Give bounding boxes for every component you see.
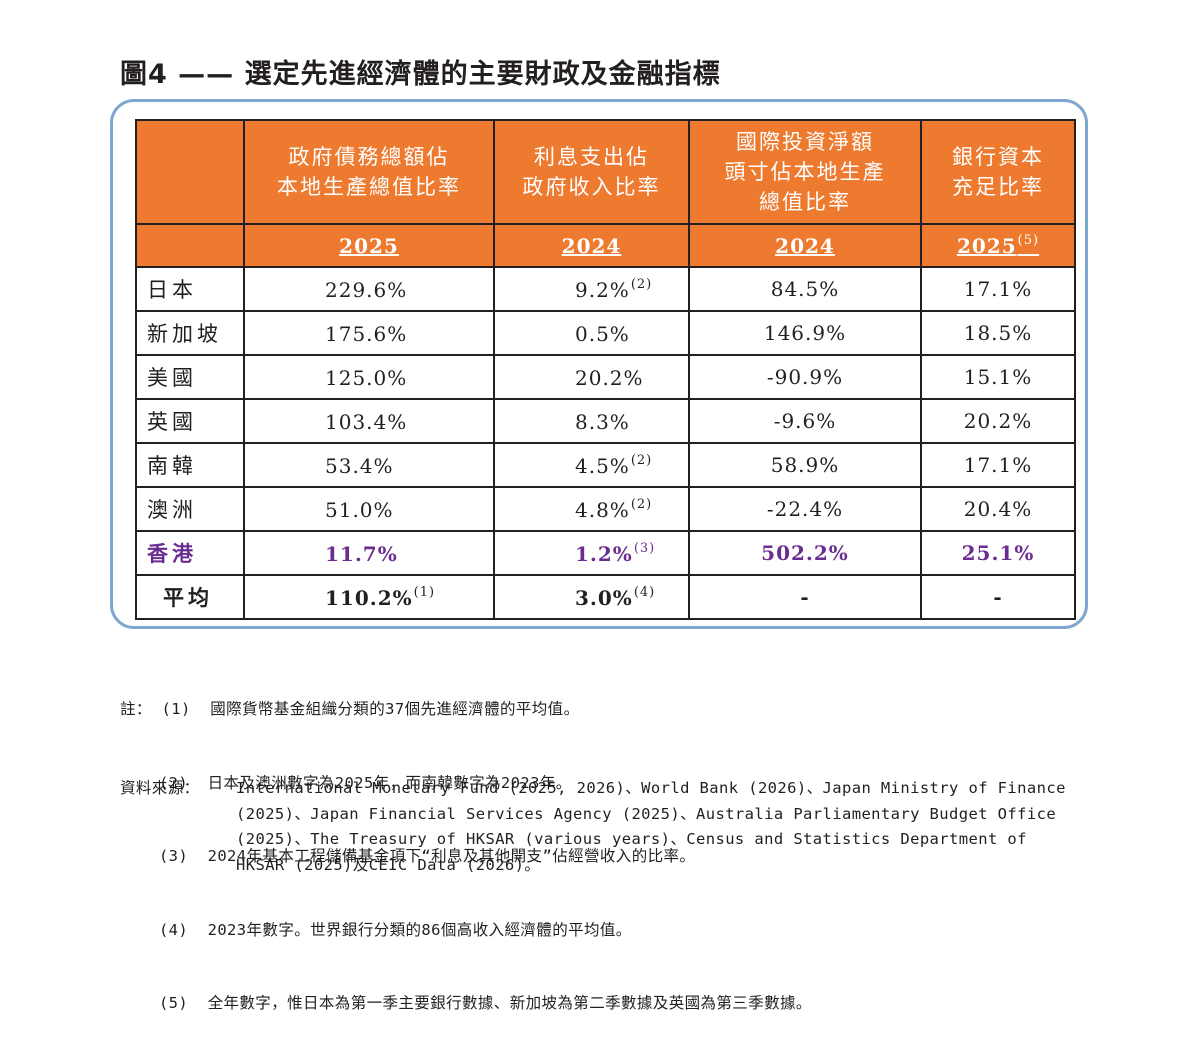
country-cell: 南韓 xyxy=(135,442,245,488)
value-cell: 110.2%(1) xyxy=(243,574,495,620)
value-cell: 502.2% xyxy=(688,530,922,576)
value-cell: 15.1% xyxy=(920,354,1076,400)
value-cell: -9.6% xyxy=(688,398,922,444)
header-col: 銀行資本 充足比率 xyxy=(920,119,1076,225)
value-cell: 20.2% xyxy=(920,398,1076,444)
footnote-ref: (2) xyxy=(630,276,653,292)
footnote-ref: (5) xyxy=(1017,233,1040,248)
year-cell: 2025(5) xyxy=(920,223,1076,268)
value-cell: 1.2%(3) xyxy=(493,530,690,576)
value-cell: 53.4% xyxy=(243,442,495,488)
country-cell: 英國 xyxy=(135,398,245,444)
value-cell: 18.5% xyxy=(920,310,1076,356)
country-cell: 美國 xyxy=(135,354,245,400)
note-line: (3) 2024年基本工程儲備基金項下“利息及其他開支”佔經營收入的比率。 xyxy=(158,847,696,865)
country-cell: 澳洲 xyxy=(135,486,245,532)
source-text: International Monetary Fund (2025, 2026)… xyxy=(236,779,1066,874)
country-cell: 平均 xyxy=(135,574,245,620)
value-cell: 9.2%(2) xyxy=(493,266,690,312)
header-corner xyxy=(135,119,245,225)
value-cell: 17.1% xyxy=(920,266,1076,312)
value-cell: -90.9% xyxy=(688,354,922,400)
table-row: 香港 11.7% 1.2%(3) 502.2% 25.1% xyxy=(135,530,1076,576)
year-cell: 2024 xyxy=(493,223,690,268)
value-cell: 103.4% xyxy=(243,398,495,444)
value-cell: 146.9% xyxy=(688,310,922,356)
header-col: 國際投資淨額 頭寸佔本地生產 總值比率 xyxy=(688,119,922,225)
country-cell: 香港 xyxy=(135,530,245,576)
header-row: 政府債務總額佔 本地生產總值比率 利息支出佔 政府收入比率 國際投資淨額 頭寸佔本地生… xyxy=(135,119,1076,225)
value-cell: 84.5% xyxy=(688,266,922,312)
footnote-ref: (3) xyxy=(633,540,656,556)
value-cell: 175.6% xyxy=(243,310,495,356)
notes-label: 註： xyxy=(120,700,152,718)
page-title: 圖4 —— 選定先進經濟體的主要財政及金融指標 xyxy=(120,59,721,90)
footnote-ref: (1) xyxy=(413,584,436,600)
country-cell: 日本 xyxy=(135,266,245,312)
year-row: 2025 2024 2024 2025(5) xyxy=(135,223,1076,268)
header-col: 利息支出佔 政府收入比率 xyxy=(493,119,690,225)
header-col: 政府債務總額佔 本地生產總值比率 xyxy=(243,119,495,225)
note-line: (2) 日本及澳洲數字為2025年，而南韓數字為2023年。 xyxy=(158,773,572,792)
value-cell: 58.9% xyxy=(688,442,922,488)
value-cell: 51.0% xyxy=(243,486,495,532)
value-cell: 0.5% xyxy=(493,310,690,356)
value-cell: 4.5%(2) xyxy=(493,442,690,488)
table-row: 平均 110.2%(1) 3.0%(4) - - xyxy=(135,574,1076,620)
table-row: 南韓 53.4% 4.5%(2) 58.9% 17.1% xyxy=(135,442,1076,488)
value-cell: -22.4% xyxy=(688,486,922,532)
value-cell: 25.1% xyxy=(920,530,1076,576)
year-corner xyxy=(135,223,245,268)
table-row: 新加坡 175.6% 0.5% 146.9% 18.5% xyxy=(135,310,1076,356)
value-cell: - xyxy=(920,574,1076,620)
value-cell: 4.8%(2) xyxy=(493,486,690,532)
note-line: (5) 全年數字，惟日本為第一季主要銀行數據、新加坡為第二季數據及英國為第三季數… xyxy=(158,994,812,1012)
table-row: 美國 125.0% 20.2% -90.9% 15.1% xyxy=(135,354,1076,400)
value-cell: - xyxy=(688,574,922,620)
table-row: 澳洲 51.0% 4.8%(2) -22.4% 20.4% xyxy=(135,486,1076,532)
value-cell: 125.0% xyxy=(243,354,495,400)
value-cell: 3.0%(4) xyxy=(493,574,690,620)
value-cell: 229.6% xyxy=(243,266,495,312)
country-cell: 新加坡 xyxy=(135,310,245,356)
footnote-ref: (4) xyxy=(633,584,656,600)
note-line: 註： (1) 國際貨幣基金組織分類的37個先進經濟體的平均值。 xyxy=(120,700,580,718)
year-cell: 2024 xyxy=(688,223,922,268)
value-cell: 11.7% xyxy=(243,530,495,576)
value-cell: 20.4% xyxy=(920,486,1076,532)
table-row: 日本 229.6% 9.2%(2) 84.5% 17.1% xyxy=(135,266,1076,312)
table-frame xyxy=(110,99,1088,629)
table-row: 英國 103.4% 8.3% -9.6% 20.2% xyxy=(135,398,1076,444)
value-cell: 8.3% xyxy=(493,398,690,444)
year-cell: 2025 xyxy=(243,223,495,268)
footnote-ref: (2) xyxy=(630,496,653,512)
value-cell: 17.1% xyxy=(920,442,1076,488)
source-label: 資料來源： xyxy=(120,779,200,797)
footnote-ref: (2) xyxy=(630,452,653,468)
value-cell: 20.2% xyxy=(493,354,690,400)
indicators-table: 政府債務總額佔 本地生產總值比率 利息支出佔 政府收入比率 國際投資淨額 頭寸佔本地生… xyxy=(135,119,1076,620)
